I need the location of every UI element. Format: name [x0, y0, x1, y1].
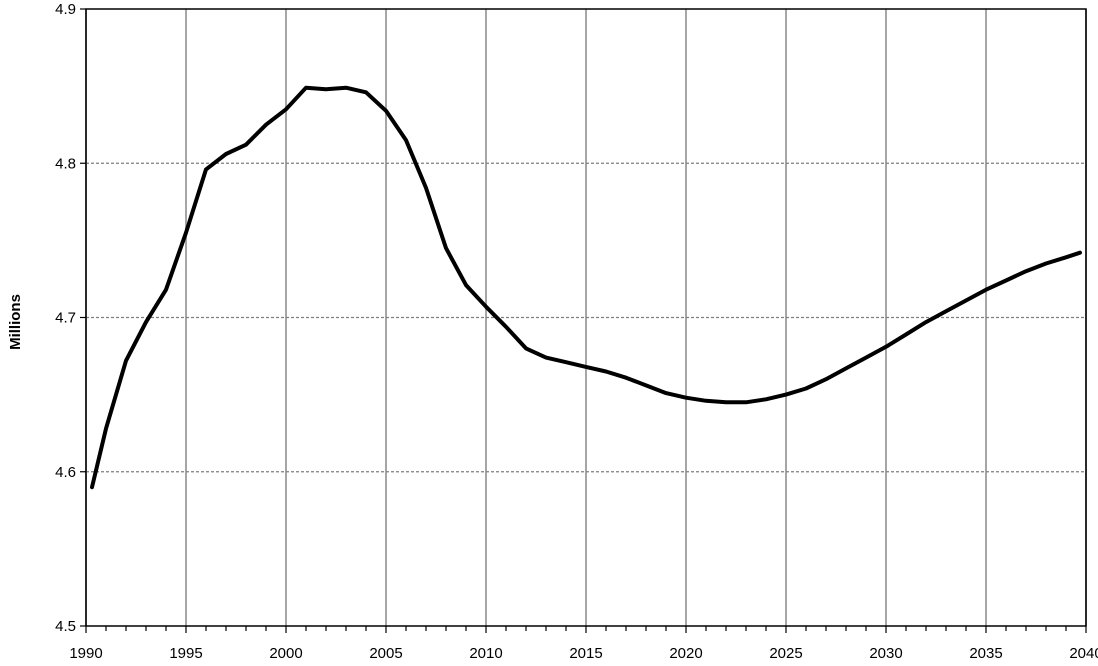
- series-line: [90, 85, 1082, 490]
- y-tick-label: 4.6: [55, 464, 76, 481]
- y-tick-label: 4.5: [55, 618, 76, 635]
- y-axis-title: Millions: [7, 294, 24, 350]
- x-tick-label: 2015: [569, 645, 602, 662]
- x-tick-label: 1990: [69, 645, 102, 662]
- x-tick-label: 2030: [869, 645, 902, 662]
- axes: [80, 8, 1087, 633]
- x-tick-label: 2010: [469, 645, 502, 662]
- tick-labels: 1990 1995 2000 2005 2010 2015 2020 2025 2030 2035…: [55, 1, 1098, 662]
- x-tick-label: 2025: [769, 645, 802, 662]
- x-tick-label: 1995: [169, 645, 202, 662]
- y-tick-label: 4.7: [55, 310, 76, 327]
- x-tick-label: 2005: [369, 645, 402, 662]
- x-tick-label: 2035: [969, 645, 1002, 662]
- series-layer: [90, 85, 1082, 490]
- x-tick-label: 2020: [669, 645, 702, 662]
- y-tick-label: 4.8: [55, 155, 76, 172]
- y-tick-label: 4.9: [55, 1, 76, 18]
- x-tick-label: 2040: [1069, 645, 1098, 662]
- x-tick-label: 2000: [269, 645, 302, 662]
